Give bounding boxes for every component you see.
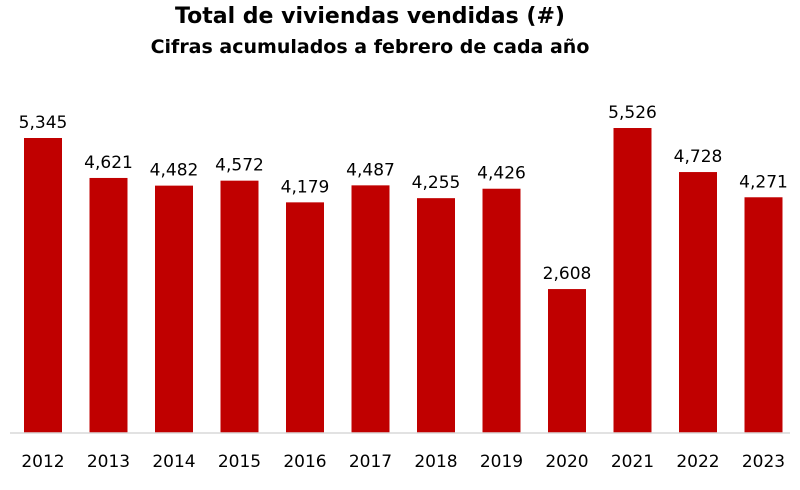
data-label-2021: 5,526 [608,103,657,123]
chart-title: Total de viviendas vendidas (#) [175,4,565,29]
data-label-2012: 5,345 [19,113,68,133]
x-tick-2023: 2023 [742,452,785,472]
bar-2020 [548,289,586,433]
x-tick-2013: 2013 [87,452,130,472]
bar-2021 [613,128,652,433]
bar-2022 [679,172,717,433]
data-label-2018: 4,255 [412,173,461,193]
data-label-2023: 4,271 [739,172,788,192]
bars-group: 5,345 4,621 4,482 4,572 4,179 4,487 4,255 4,426… [19,103,788,433]
data-label-2017: 4,487 [346,160,395,180]
x-axis-ticks: 2012 2013 2014 2015 2016 2017 2018 2019 2020 2021… [21,452,785,472]
x-tick-2020: 2020 [545,452,588,472]
x-tick-2021: 2021 [611,452,654,472]
bar-2018 [417,198,455,433]
data-label-2013: 4,621 [84,153,133,173]
data-label-2019: 4,426 [477,164,526,184]
x-tick-2018: 2018 [414,452,457,472]
x-tick-2012: 2012 [21,452,64,472]
bar-2015 [220,180,259,433]
data-label-2016: 4,179 [281,177,330,197]
x-tick-2022: 2022 [676,452,719,472]
data-label-2015: 4,572 [215,156,264,176]
data-label-2014: 4,482 [150,161,199,181]
bar-2019 [482,188,521,433]
x-tick-2017: 2017 [349,452,392,472]
bar-2012 [24,138,62,433]
data-label-2022: 4,728 [674,147,723,167]
bar-2013 [89,177,128,433]
bar-2014 [155,185,193,433]
bar-2017 [351,185,390,433]
chart-subtitle: Cifras acumulados a febrero de cada año [150,36,590,58]
x-tick-2014: 2014 [152,452,195,472]
data-label-2020: 2,608 [543,264,592,284]
x-tick-2016: 2016 [283,452,326,472]
x-tick-2015: 2015 [218,452,261,472]
bar-2023 [744,197,783,433]
bar-2016 [286,202,324,433]
x-tick-2019: 2019 [480,452,523,472]
